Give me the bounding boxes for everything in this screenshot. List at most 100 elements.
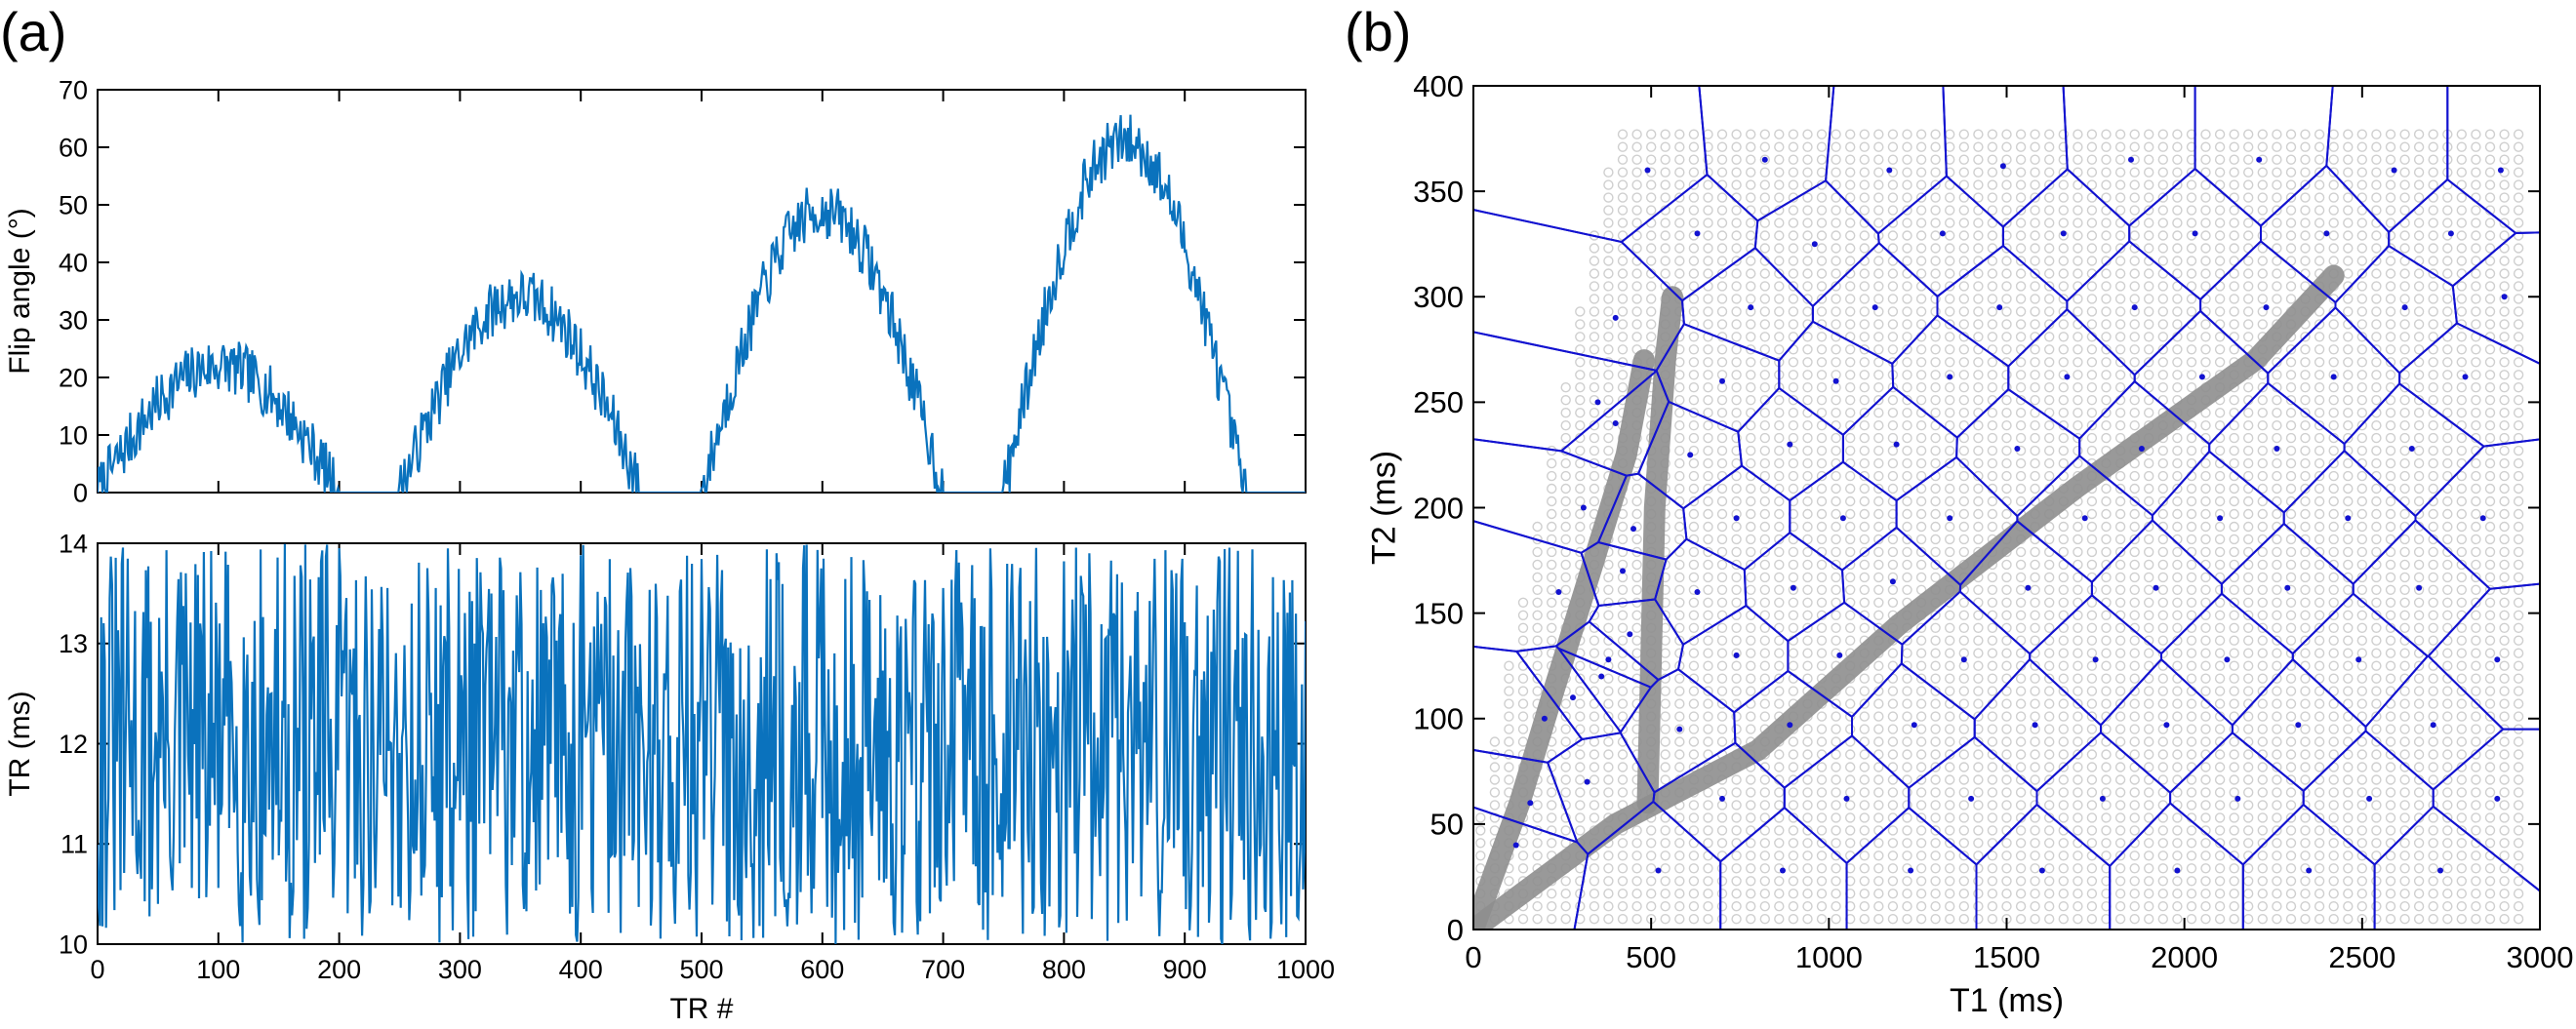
dictionary-point [1688,698,1700,709]
dictionary-point [2413,432,2425,444]
dictionary-point [1631,230,1642,241]
dictionary-point [1674,179,1685,190]
dictionary-point [1887,432,1899,444]
dictionary-point [1716,534,1728,545]
dictionary-point [1745,635,1756,646]
dictionary-point [2242,129,2254,139]
dictionary-point [2328,749,2339,760]
dictionary-point [2214,495,2226,507]
dictionary-point [1987,167,1998,178]
dictionary-point [1958,218,1970,228]
dictionary-point [2200,141,2211,152]
dictionary-point [2328,243,2339,254]
dictionary-point [2058,686,2070,696]
dictionary-point [1688,863,1700,874]
dictionary-point [2513,332,2524,342]
dictionary-point [2186,508,2197,520]
dictionary-point [2114,648,2126,658]
dictionary-point [2285,230,2297,241]
dictionary-point [2114,508,2126,520]
dictionary-point [2413,698,2425,709]
dictionary-point [2484,218,2496,228]
dictionary-point [2143,495,2154,507]
dictionary-point [2030,483,2040,495]
dictionary-point [2086,686,2098,696]
dictionary-point [2428,230,2438,241]
dictionary-point [1816,230,1828,241]
centroid-point [2366,795,2373,802]
dictionary-point [2001,648,2012,658]
dictionary-point [1930,711,1941,722]
dictionary-point [1617,901,1629,912]
dictionary-point [1973,736,1984,747]
dictionary-point [1944,141,1955,152]
dictionary-point [2471,243,2481,254]
dictionary-point [2272,584,2282,595]
dictionary-point [2058,179,2070,190]
dictionary-point [1674,597,1685,608]
dictionary-point [2172,457,2183,469]
dictionary-point [2328,787,2339,798]
dictionary-point [2086,256,2098,266]
dictionary-point [1958,382,1970,393]
dictionary-point [2484,508,2496,520]
dictionary-point [1788,382,1799,393]
dictionary-point [1973,420,1984,431]
dictionary-point [2484,230,2496,241]
dictionary-point [2257,268,2269,279]
dictionary-point [1603,256,1614,266]
dictionary-point [2428,319,2438,330]
dictionary-point [1973,774,1984,785]
dictionary-point [1603,673,1614,684]
dictionary-point [2399,408,2410,418]
dictionary-point [1873,420,1884,431]
dictionary-point [1930,457,1941,469]
dictionary-point [2272,167,2282,178]
dictionary-point [1802,851,1813,861]
dictionary-point [1745,774,1756,785]
dictionary-point [1688,432,1700,444]
dictionary-point [2484,319,2496,330]
dictionary-point [2513,851,2524,861]
dictionary-point [2015,901,2027,912]
dictionary-point [1844,357,1856,368]
dictionary-point [1915,154,1927,165]
dictionary-point [2356,787,2368,798]
dictionary-point [1944,724,1955,734]
dictionary-point [1745,724,1756,734]
dictionary-point [2343,736,2354,747]
dictionary-point [1831,483,1841,495]
centroid-point [2198,374,2205,380]
dictionary-point [2030,192,2040,203]
dictionary-point [2229,774,2239,785]
centroid-point [2497,167,2504,174]
dictionary-point [1930,889,1941,899]
dictionary-point [2513,635,2524,646]
dictionary-point [2328,686,2339,696]
dictionary-point [2073,192,2083,203]
dictionary-point [2356,698,2368,709]
dictionary-point [2200,508,2211,520]
dictionary-point [1759,660,1771,671]
dictionary-point [2030,141,2040,152]
dictionary-point [2442,470,2453,482]
dictionary-point [2371,774,2382,785]
dictionary-point [1617,889,1629,899]
dictionary-point [1703,711,1713,722]
dictionary-point [1631,281,1642,292]
dictionary-point [2101,370,2112,380]
dictionary-point [2229,141,2239,152]
dictionary-point [1731,851,1742,861]
dictionary-point [2499,800,2510,811]
dictionary-point [2073,154,2083,165]
dictionary-point [1831,812,1841,823]
dictionary-point [2214,205,2226,216]
dictionary-point [2015,432,2027,444]
dictionary-point [2285,863,2297,874]
dictionary-point [2328,256,2339,266]
dictionary-point [2285,395,2297,406]
dictionary-point [2129,192,2140,203]
dictionary-point [1915,268,1927,279]
dictionary-point [2272,749,2282,760]
